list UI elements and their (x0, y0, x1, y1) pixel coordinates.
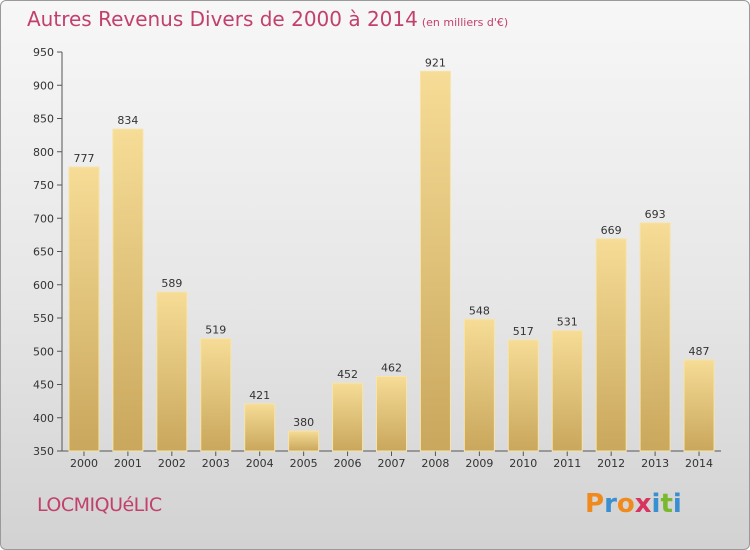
y-tick-label: 800 (33, 146, 54, 159)
x-tick-label: 2014 (685, 457, 713, 470)
bar-2011 (551, 330, 583, 452)
data-label-2013: 693 (645, 208, 666, 221)
bar-2005 (288, 430, 320, 452)
data-label-2005: 380 (293, 416, 314, 429)
y-tick-label: 750 (33, 179, 54, 192)
x-tick-label: 2000 (70, 457, 98, 470)
data-label-2012: 669 (601, 224, 622, 237)
bar-2010 (507, 339, 539, 452)
bar-2008 (419, 70, 451, 452)
chart-title-text: Autres Revenus Divers de 2000 à 2014 (27, 7, 418, 31)
bars (68, 70, 715, 452)
logo-letter: i (672, 489, 682, 519)
data-label-2001: 834 (117, 114, 138, 127)
data-label-2009: 548 (469, 304, 490, 317)
data-label-2008: 921 (425, 56, 446, 69)
x-tick-label: 2010 (509, 457, 537, 470)
y-tick-label: 600 (33, 279, 54, 292)
x-tick-label: 2004 (246, 457, 274, 470)
bar-2009 (463, 318, 495, 452)
x-tick-label: 2005 (290, 457, 318, 470)
bar-2007 (376, 376, 407, 452)
bar-2000 (68, 166, 100, 452)
y-tick-label: 550 (33, 312, 54, 325)
logo-letter: o (616, 489, 635, 519)
logo-letter: x (634, 489, 652, 519)
x-tick-label: 2013 (641, 457, 669, 470)
x-tick-label: 2007 (378, 457, 406, 470)
x-tick-label: 2012 (597, 457, 625, 470)
data-label-2006: 452 (337, 368, 358, 381)
commune-name: LOCMIQUéLIC (37, 494, 162, 516)
bar-2012 (595, 238, 627, 452)
y-tick-label: 700 (33, 212, 54, 225)
logo-letter: t (660, 489, 673, 519)
logo-letter: i (651, 489, 661, 519)
y-axis: 350 400 450 500 550 600 650 700 750 800 850 900 950 (33, 46, 63, 458)
x-axis: 2000 2001 2002 2003 2004 2005 2006 2007 2008 2009… (62, 450, 721, 470)
data-label-2003: 519 (205, 324, 226, 337)
y-tick-label: 450 (33, 379, 54, 392)
logo-letter: P (585, 489, 605, 519)
y-tick-label: 350 (33, 445, 54, 458)
x-tick-label: 2011 (553, 457, 581, 470)
logo-letter: r (604, 489, 617, 519)
data-label-2004: 421 (249, 389, 270, 402)
x-tick-label: 2001 (114, 457, 142, 470)
proxiti-logo: Proxiti (585, 489, 682, 519)
data-labels: 777 834 589 519 421 380 452 462 921 548 517 531 669 6… (73, 56, 709, 429)
bar-2003 (200, 338, 232, 452)
data-label-2014: 487 (689, 345, 710, 358)
bar-2004 (244, 403, 276, 452)
y-tick-label: 400 (33, 412, 54, 425)
bar-2014 (683, 359, 715, 452)
x-tick-label: 2006 (334, 457, 362, 470)
y-tick-label: 900 (33, 79, 54, 92)
x-tick-label: 2008 (421, 457, 449, 470)
chart-subtitle: (en milliers d'€) (421, 16, 509, 29)
y-tick-label: 650 (33, 246, 54, 259)
y-tick-label: 950 (33, 46, 54, 59)
chart-title: Autres Revenus Divers de 2000 à 2014 (en … (27, 7, 508, 31)
x-tick-label: 2002 (158, 457, 186, 470)
x-tick-label: 2009 (465, 457, 493, 470)
bar-2002 (156, 291, 188, 452)
y-tick-label: 850 (33, 113, 54, 126)
data-label-2007: 462 (381, 362, 402, 375)
data-label-2002: 589 (161, 277, 182, 290)
bar-2013 (639, 222, 671, 452)
x-tick-label: 2003 (202, 457, 230, 470)
data-label-2010: 517 (513, 325, 534, 338)
data-label-2011: 531 (557, 316, 578, 329)
data-label-2000: 777 (73, 152, 94, 165)
bar-2001 (112, 128, 144, 452)
y-tick-label: 500 (33, 345, 54, 358)
bar-2006 (332, 382, 364, 452)
